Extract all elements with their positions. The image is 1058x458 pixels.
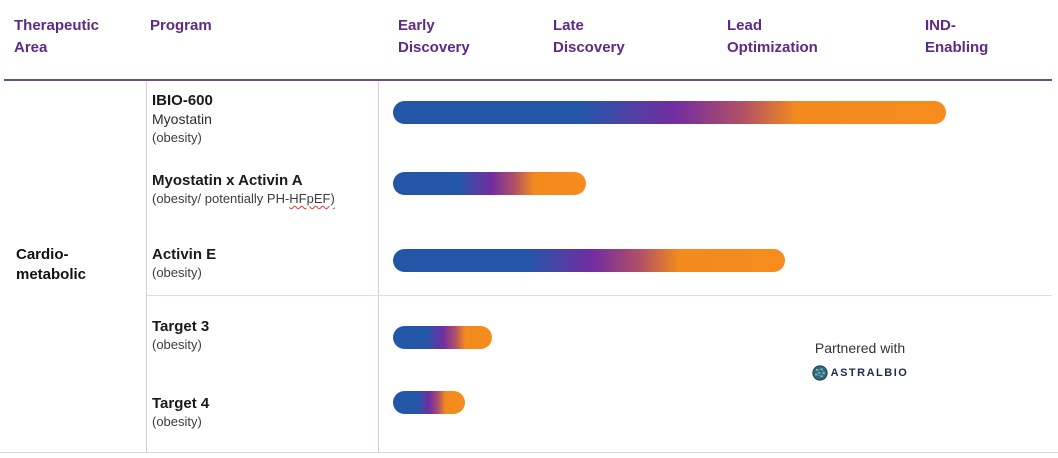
indication-text: (obesity) xyxy=(152,265,202,280)
pipeline-progress-bar xyxy=(393,101,946,124)
indication-flagged-text: HFpEF) xyxy=(289,191,335,206)
program-cell: Target 4 (obesity) xyxy=(152,394,374,431)
program-indication: (obesity) xyxy=(152,129,374,147)
program-name: Target 4 xyxy=(152,395,210,412)
program-name: Target 3 xyxy=(152,318,210,335)
pipeline-row: Activin E (obesity) xyxy=(0,230,1058,295)
program-cell: Myostatin x Activin A (obesity/ potentia… xyxy=(152,171,374,208)
bottom-divider xyxy=(0,452,1058,453)
partner-brand: ASTRALBIO xyxy=(745,365,975,381)
column-header-early-discovery: Early Discovery xyxy=(398,17,470,56)
column-header-lead-optimization: Lead Optimization xyxy=(727,17,818,56)
pipeline-row: Target 3 (obesity) xyxy=(0,295,1058,375)
program-name: IBIO-600 xyxy=(152,92,213,109)
program-cell: Target 3 (obesity) xyxy=(152,317,374,354)
column-header-therapeutic-area: Therapeutic Area xyxy=(14,17,100,56)
partner-caption: Partnered with xyxy=(814,340,906,356)
therapeutic-area-label: Cardio-metabolic xyxy=(16,246,87,283)
program-name: Myostatin x Activin A xyxy=(152,172,303,189)
program-cell: Activin E (obesity) xyxy=(152,245,374,282)
program-name: Activin E xyxy=(152,246,217,263)
partner-brand-name: ASTRALBIO xyxy=(830,367,909,379)
pipeline-progress-bar xyxy=(393,249,785,272)
column-divider-program-stages xyxy=(378,82,379,452)
globe-network-icon xyxy=(812,365,828,381)
indication-text: (obesity) xyxy=(152,130,202,145)
column-header-ind-enabling: IND-Enabling xyxy=(925,17,989,56)
pipeline-row: Myostatin x Activin A (obesity/ potentia… xyxy=(0,155,1058,230)
row-divider xyxy=(146,295,1052,296)
pipeline-row: IBIO-600 Myostatin (obesity) xyxy=(0,82,1058,155)
program-indication: (obesity) xyxy=(152,264,374,282)
pipeline-row: Target 4 (obesity) xyxy=(0,375,1058,452)
pipeline-progress-bar xyxy=(393,326,492,349)
partner-block: Partnered with xyxy=(745,340,975,381)
header-divider xyxy=(4,79,1052,81)
program-indication: (obesity) xyxy=(152,413,374,431)
pipeline-progress-bar xyxy=(393,391,465,414)
program-indication: (obesity/ potentially PH-HFpEF) xyxy=(152,190,374,208)
program-indication: (obesity) xyxy=(152,336,374,354)
indication-text: (obesity) xyxy=(152,414,202,429)
column-header-program: Program xyxy=(150,17,212,34)
column-header-late-discovery: Late Discovery xyxy=(553,17,625,56)
program-target: Myostatin xyxy=(152,111,212,127)
indication-text: (obesity) xyxy=(152,337,202,352)
program-cell: IBIO-600 Myostatin (obesity) xyxy=(152,91,374,147)
indication-text: (obesity/ potentially PH- xyxy=(152,191,290,206)
column-divider-therapeutic-program xyxy=(146,82,147,452)
pipeline-progress-bar xyxy=(393,172,586,195)
